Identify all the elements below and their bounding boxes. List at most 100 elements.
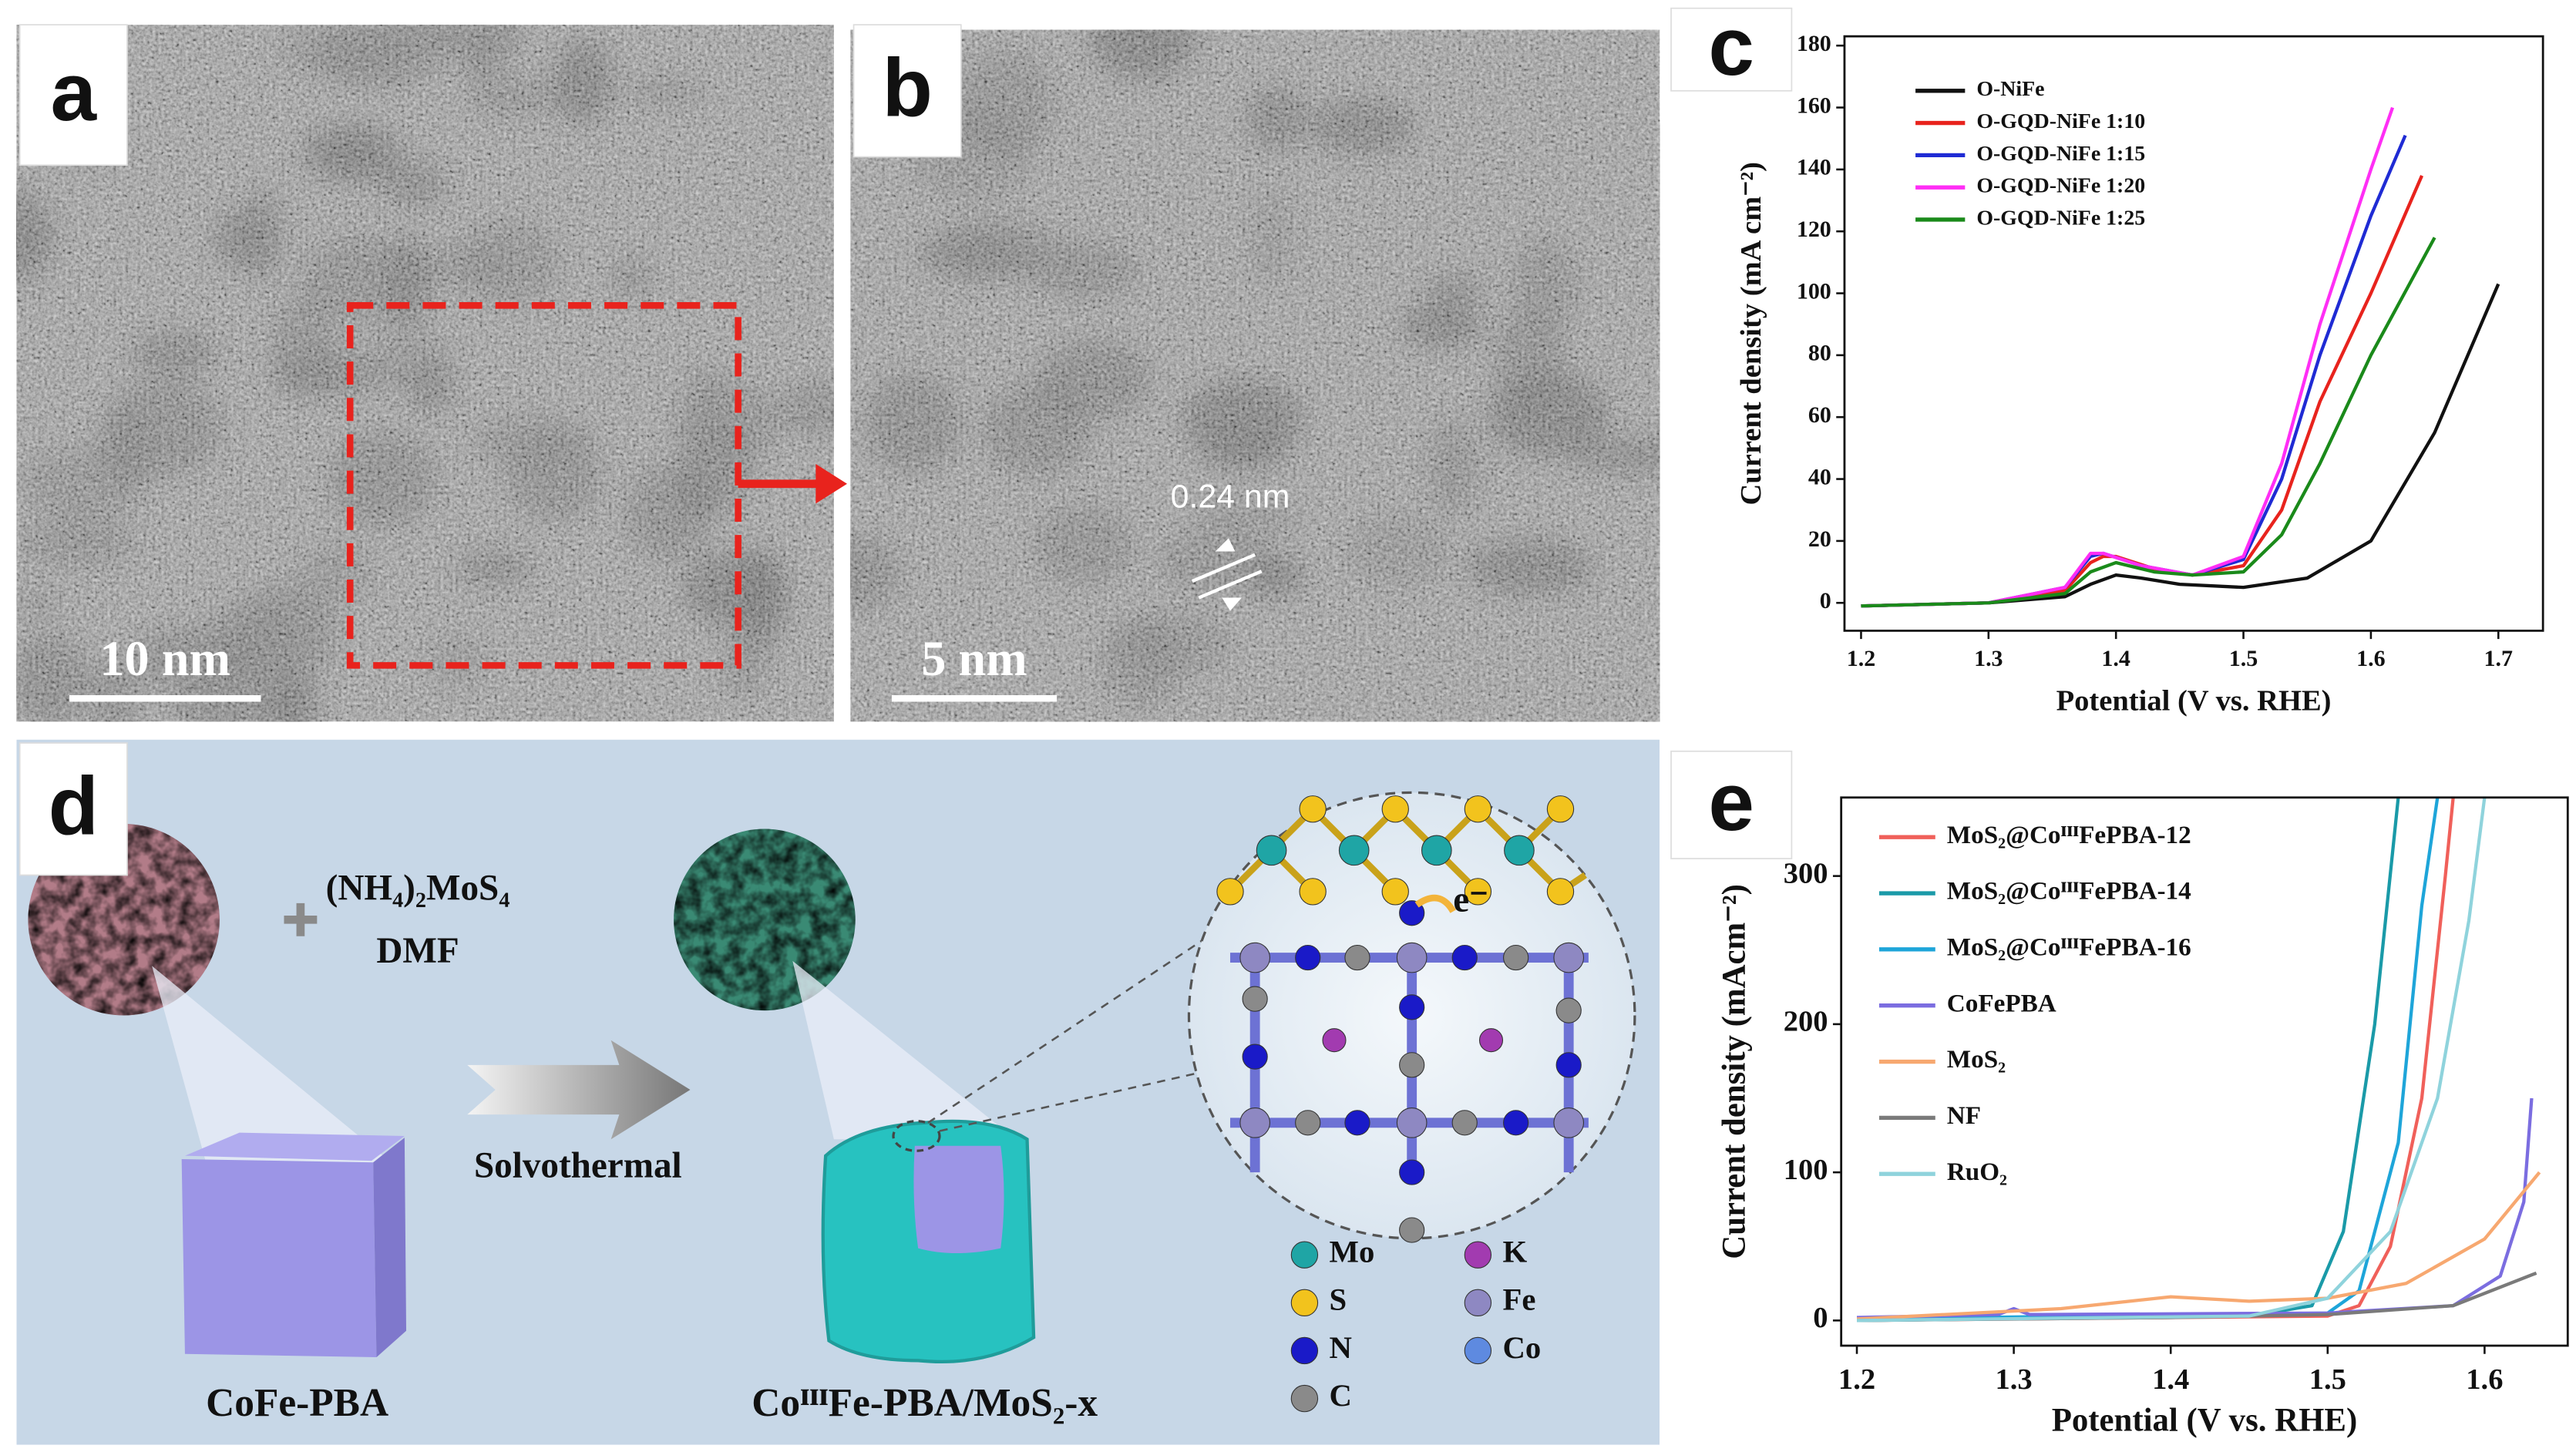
panel-label-box [18,742,128,876]
legend-label: RuO₂ [1947,1158,2007,1186]
atom [1399,994,1425,1020]
y-tick-label: 140 [1797,155,1831,180]
atom [1322,1028,1347,1053]
atom [1344,944,1370,971]
atom [1555,1052,1582,1078]
atom [1546,878,1575,906]
atom-legend-label: Mo [1330,1235,1375,1269]
series-line [1861,237,2436,608]
atom [1478,1028,1504,1053]
atom [1555,997,1582,1023]
x-tick-label: 1.3 [1974,646,2003,671]
lattice-fringe [1198,570,1263,600]
atom [1256,835,1287,866]
atom [1381,878,1409,906]
atom [1216,878,1244,906]
legend-label: O-NiFe [1976,77,2044,101]
atom [1451,944,1478,971]
atom [1399,1159,1425,1185]
legend-label: MoS₂@CoᴵᴵᴵFePBA-14 [1947,877,2191,906]
atom [1504,835,1535,866]
plot-frame [1840,796,2569,1347]
legend-label: O-GQD-NiFe 1:25 [1976,206,2145,230]
y-tick-label: 0 [1813,1302,1828,1334]
atom [1381,795,1409,823]
electron-arrow [1414,894,1456,913]
atom [1396,1107,1428,1138]
lattice-arrow [1215,538,1236,552]
x-tick-label: 1.2 [1847,646,1875,671]
atom-legend-label: N [1330,1330,1352,1365]
x-tick-label: 1.5 [2229,646,2258,671]
x-tick-label: 1.2 [1838,1363,1875,1396]
atom [1239,942,1270,973]
lattice-arrow [1222,597,1243,611]
atom [1290,1384,1319,1413]
y-tick-label: 200 [1784,1006,1828,1038]
lattice-label: 0.24 nm [1171,478,1290,515]
x-tick-label: 1.4 [2152,1363,2189,1396]
y-tick-label: 60 [1808,402,1831,428]
series-line [1857,797,2487,1323]
legend-label: MoS₂@CoᴵᴵᴵFePBA-16 [1947,933,2191,961]
atom [1299,878,1327,906]
atom [1503,1110,1529,1136]
tem-noise-light [850,29,1660,722]
y-tick-label: 100 [1797,278,1831,304]
x-tick-label: 1.5 [2309,1363,2346,1396]
product-label: CoᴵᴵᴵFe-PBA/MoS₂-x [752,1381,1098,1425]
atom [1338,835,1370,866]
atom-legend-label: Co [1503,1330,1542,1365]
atom [1464,1289,1492,1317]
atom [1546,795,1575,823]
panel-label: e [1708,755,1754,848]
atom-legend-label: S [1330,1282,1347,1317]
x-tick-label: 1.7 [2484,646,2513,671]
y-tick-label: 80 [1808,341,1831,366]
legend-label: O-GQD-NiFe 1:15 [1976,142,2145,166]
x-axis-title: Potential (V vs. RHE) [2056,684,2332,717]
atom [1290,1241,1319,1269]
x-tick-label: 1.3 [1996,1363,2033,1396]
atom [1396,942,1428,973]
legend-label: MoS₂@CoᴵᴵᴵFePBA-12 [1947,821,2191,849]
plot-frame [1843,35,2544,632]
product-texture [674,829,856,1011]
product-image [674,829,856,1011]
atom-legend-label: K [1503,1235,1528,1269]
start-label: CoFe-PBA [206,1381,388,1425]
atom [1399,900,1425,926]
series-group [1861,106,2500,608]
lattice-fringe [1191,553,1256,583]
legend-label: O-GQD-NiFe 1:10 [1976,109,2145,133]
atom-legend-label: Fe [1503,1282,1536,1317]
cube-top [184,1132,405,1161]
x-tick-label: 1.6 [2356,646,2385,671]
y-tick-label: 100 [1784,1154,1828,1186]
scale-bar-label: 10 nm [99,631,230,686]
y-tick-label: 20 [1808,526,1831,552]
atom-legend-label: C [1330,1378,1352,1413]
zoom-line [927,932,1215,1124]
tem-noise-light [16,25,834,722]
series-line [1861,106,2395,608]
cube-side [373,1138,407,1358]
atom [1503,944,1529,971]
y-tick-label: 180 [1797,31,1831,56]
panel-label: a [51,45,98,138]
atom [1464,1336,1492,1365]
panel-label-box [853,24,962,158]
atom [1464,1241,1492,1269]
legend-label: CoFePBA [1947,989,2056,1017]
atom [1295,944,1321,971]
cube-front [181,1158,377,1358]
series-line [1856,1171,2541,1321]
zoom-arrow-head [816,464,848,504]
reagent-label: (NH₄)₂MoS₄ [326,869,510,909]
panel-label-box [1670,7,1793,92]
y-tick-label: 120 [1797,217,1831,242]
highlight-spot [892,1120,941,1152]
y-tick-label: 160 [1797,92,1831,118]
